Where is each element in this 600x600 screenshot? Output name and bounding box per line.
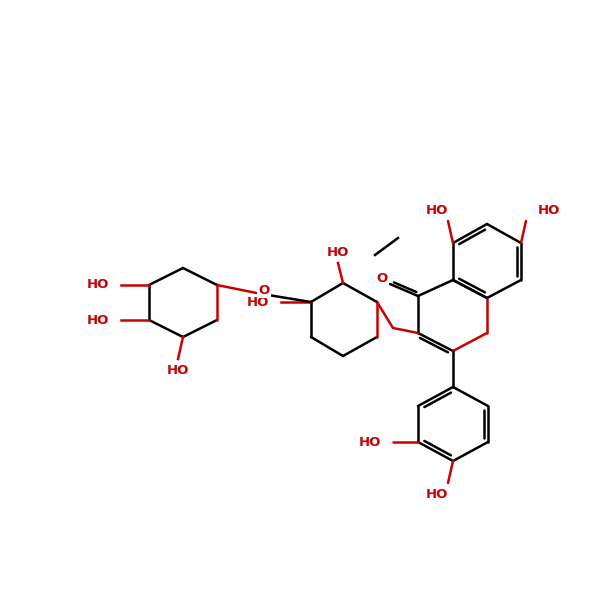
Text: HO: HO [327, 247, 349, 259]
Text: HO: HO [425, 488, 448, 502]
Text: HO: HO [86, 313, 109, 326]
Text: HO: HO [86, 278, 109, 292]
Text: HO: HO [425, 205, 448, 217]
Text: HO: HO [359, 436, 381, 449]
Text: O: O [376, 272, 388, 286]
Text: HO: HO [538, 205, 560, 217]
Text: HO: HO [247, 295, 269, 308]
Text: HO: HO [167, 364, 189, 377]
Text: O: O [259, 284, 269, 297]
